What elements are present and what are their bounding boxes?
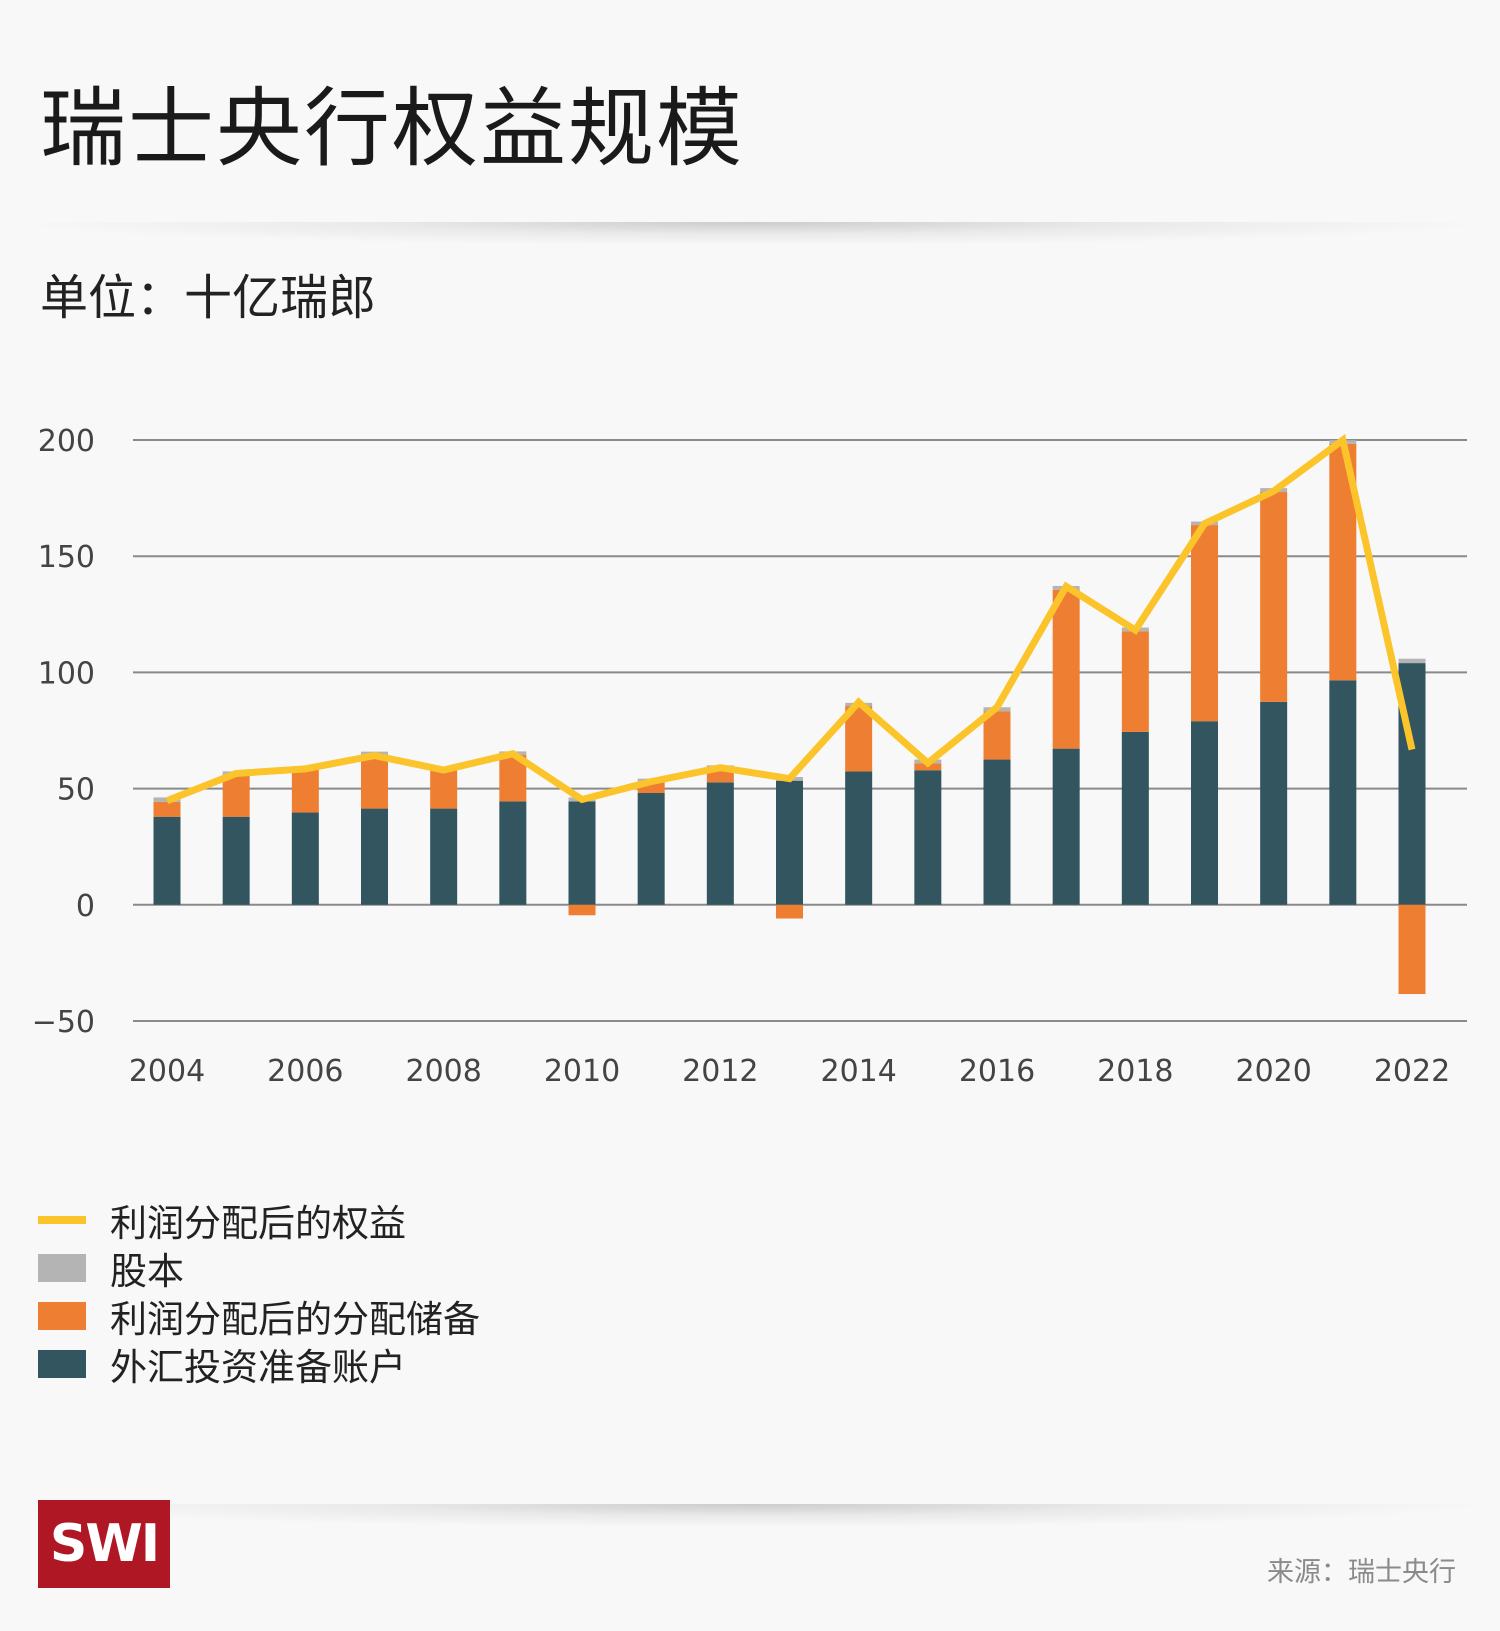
x-tick-label: 2022 [1374,1054,1450,1089]
y-tick-label: 0 [76,889,95,924]
swi-logo: SWI [38,1500,170,1588]
bar-distribution_reserve-2008 [430,770,458,809]
legend-label: 外汇投资准备账户 [110,1346,406,1389]
legend-item-equity: 利润分配后的权益 [38,1196,480,1245]
bar-distribution_reserve-2010 [568,904,596,916]
x-tick-label: 2018 [1097,1054,1173,1089]
bar-distribution_reserve-2013 [776,904,803,919]
bar-fx_reserve-2017 [1052,748,1080,905]
bar-distribution_reserve-2017 [1052,589,1080,749]
legend-swatch-box [38,1302,86,1330]
legend-label: 股本 [110,1250,184,1293]
bar-fx_reserve-2010 [568,801,596,905]
legend-label: 利润分配后的分配储备 [110,1298,480,1341]
bar-fx_reserve-2009 [499,801,527,905]
legend-item-fx-reserve: 外汇投资准备账户 [38,1340,480,1389]
legend: 利润分配后的权益 股本 利润分配后的分配储备 外汇投资准备账户 [38,1196,480,1389]
x-tick-label: 2016 [959,1054,1035,1089]
footer-divider [0,1504,1500,1528]
y-axis-ticks: 200 150 100 50 0 −50 [32,424,95,1040]
legend-label: 利润分配后的权益 [110,1202,406,1245]
header-divider [0,222,1500,246]
source-note: 来源：瑞士央行 [1267,1557,1456,1588]
chart-area: 200 150 100 50 0 −50 2004 2006 2008 2010 2012 2014… [32,424,1467,1089]
x-tick-label: 2012 [682,1054,758,1089]
bar-share_capital-2022 [1398,658,1426,664]
bar-fx_reserve-2015 [914,770,942,905]
bar-fx_reserve-2005 [222,816,250,905]
bar-distribution_reserve-2018 [1121,631,1149,732]
x-tick-label: 2020 [1235,1054,1311,1089]
bar-distribution_reserve-2019 [1191,525,1218,722]
bar-distribution_reserve-2016 [983,711,1011,760]
y-tick-label: 100 [38,656,95,691]
legend-item-distribution-reserve: 利润分配后的分配储备 [38,1292,480,1341]
bar-fx_reserve-2011 [637,793,665,905]
bar-fx_reserve-2013 [776,780,803,905]
bar-distribution_reserve-2022 [1398,904,1426,995]
legend-swatch-box [38,1350,86,1378]
bar-fx_reserve-2012 [706,782,734,905]
bar-fx_reserve-2020 [1260,701,1288,905]
bar-distribution_reserve-2011 [637,781,665,794]
bar-distribution_reserve-2005 [222,774,250,817]
x-tick-label: 2010 [544,1054,620,1089]
bar-fx_reserve-2006 [291,812,319,905]
line-layer [165,433,1416,804]
bar-distribution_reserve-2020 [1260,492,1288,702]
bar-fx_reserve-2019 [1191,721,1218,905]
y-tick-label: 50 [57,773,95,808]
y-tick-label: −50 [32,1005,95,1040]
bar-distribution_reserve-2006 [291,770,319,813]
bar-layer [153,440,1426,995]
bar-fx_reserve-2007 [361,808,388,905]
bar-fx_reserve-2018 [1121,731,1149,905]
y-tick-label: 150 [38,540,95,575]
legend-swatch-line [38,1216,86,1224]
x-tick-label: 2008 [405,1054,481,1089]
x-axis-ticks: 2004 2006 2008 2010 2012 2014 2016 2018 2020 2022 [129,1054,1450,1089]
y-tick-label: 200 [38,424,95,459]
bar-fx_reserve-2004 [153,816,181,905]
x-tick-label: 2004 [129,1054,205,1089]
bar-fx_reserve-2014 [845,771,873,905]
x-tick-label: 2014 [820,1054,896,1089]
bar-distribution_reserve-2004 [153,801,181,817]
bar-distribution_reserve-2007 [361,755,388,809]
bar-fx_reserve-2021 [1329,680,1357,905]
legend-item-share-capital: 股本 [38,1244,480,1293]
x-tick-label: 2006 [267,1054,343,1089]
bar-fx_reserve-2008 [430,808,458,905]
chart-title: 瑞士央行权益规模 [40,79,744,179]
chart-subtitle: 单位：十亿瑞郎 [40,270,377,326]
bar-fx_reserve-2016 [983,759,1011,905]
legend-swatch-box [38,1254,86,1282]
equity-line [165,433,1416,804]
